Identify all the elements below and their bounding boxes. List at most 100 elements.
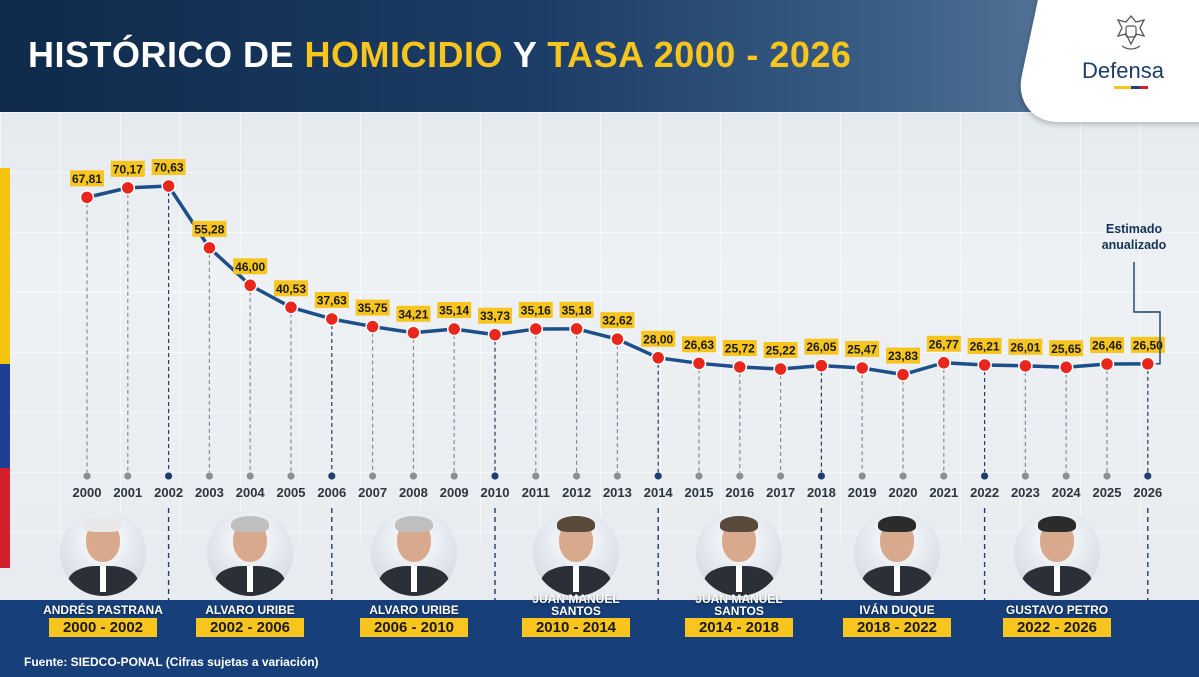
president-portrait [696, 510, 782, 596]
coat-of-arms-icon [1116, 14, 1146, 50]
data-point [365, 319, 380, 334]
president-term-tag: 2002 - 2006 [196, 618, 304, 637]
axis-dot [858, 472, 866, 480]
axis-dot [450, 472, 458, 480]
president-name: JUAN MANUEL SANTOS [506, 593, 646, 617]
axis-dot [777, 472, 785, 480]
background-grid [0, 112, 1199, 542]
data-label: 25,47 [847, 342, 877, 356]
data-label-bg [600, 312, 635, 329]
data-label: 26,05 [806, 340, 836, 354]
data-label-bg [1008, 338, 1043, 355]
data-label: 70,17 [113, 162, 143, 176]
x-tick-label: 2006 [317, 485, 346, 500]
president-portrait [533, 510, 619, 596]
data-point [487, 327, 503, 342]
x-tick-label: 2026 [1133, 485, 1162, 500]
x-tick-label: 2017 [766, 485, 795, 500]
president-term-tag: 2014 - 2018 [685, 618, 793, 637]
data-label-bg [518, 301, 553, 318]
data-label-bg [314, 291, 349, 308]
data-point [161, 178, 176, 194]
data-label-bg [478, 307, 512, 324]
annotation-text: Estimado [1106, 222, 1163, 236]
data-label: 35,14 [439, 304, 469, 318]
portrait-shirt [573, 566, 579, 592]
data-point [1058, 360, 1074, 375]
x-tick-label: 2021 [929, 485, 958, 500]
data-point [242, 278, 258, 293]
axis-dot [573, 472, 581, 480]
data-point [895, 367, 911, 382]
axis-dot [1103, 472, 1111, 480]
data-label: 35,16 [521, 303, 551, 317]
x-tick-label: 2022 [970, 485, 999, 500]
portrait-hair [557, 516, 595, 532]
colombia-flag-bar [1114, 86, 1148, 89]
data-label-bg [845, 340, 880, 357]
president-name-line: ALVARO URIBE [205, 603, 295, 617]
portrait-shirt [736, 566, 742, 592]
title-highlight-tasa: TASA 2000 - 2026 [547, 34, 852, 75]
data-point [528, 321, 544, 337]
portrait-hair [231, 516, 269, 532]
president-portrait [1014, 510, 1100, 596]
portrait-shirt [1054, 566, 1060, 592]
axis-dot [165, 472, 173, 480]
president-name: GUSTAVO PETRO [987, 604, 1127, 616]
axis-dot [532, 472, 540, 480]
data-label: 33,73 [480, 309, 510, 323]
president-portrait [854, 510, 940, 596]
axis-dot [83, 472, 91, 480]
data-point [202, 240, 217, 256]
data-point [977, 357, 992, 373]
axis-dot [695, 472, 703, 480]
data-point [773, 361, 788, 377]
data-label: 23,83 [888, 349, 918, 363]
portrait-hair [84, 516, 122, 532]
data-label-bg [1130, 336, 1165, 353]
data-point [814, 358, 829, 373]
axis-dot [246, 472, 254, 480]
president-term-tag: 2022 - 2026 [1003, 618, 1111, 637]
axis-dot [613, 472, 622, 480]
president-name: ALVARO URIBE [180, 604, 320, 616]
data-label: 25,22 [766, 344, 796, 358]
data-point [650, 350, 666, 366]
axis-dot [1021, 472, 1029, 480]
data-point [283, 300, 299, 315]
president-term-tag: 2000 - 2002 [49, 618, 157, 637]
flag-stripe-blue [0, 364, 10, 468]
portrait-hair [878, 516, 916, 532]
president-name: ALVARO URIBE [344, 604, 484, 616]
x-tick-label: 2013 [603, 485, 632, 500]
axis-dot [205, 472, 213, 480]
flag-stripe-yellow [0, 168, 10, 364]
president-name: ANDRÉS PASTRANA [33, 604, 173, 616]
x-tick-label: 2012 [562, 485, 591, 500]
data-label-bg [682, 336, 716, 353]
portrait-hair [395, 516, 433, 532]
data-point [79, 190, 95, 205]
x-tick-label: 2003 [195, 485, 224, 500]
data-label: 40,53 [276, 282, 306, 296]
president-portrait [207, 510, 293, 596]
x-tick-label: 2020 [889, 485, 918, 500]
x-tick-label: 2005 [277, 485, 306, 500]
x-tick-label: 2010 [481, 485, 510, 500]
page-title: HISTÓRICO DE HOMICIDIO Y TASA 2000 - 202… [28, 34, 851, 76]
data-point [120, 180, 136, 196]
axis-dot [287, 472, 295, 480]
data-point [446, 321, 462, 337]
portrait-shirt [247, 566, 253, 592]
data-label-bg [70, 170, 104, 187]
x-tick-label: 2009 [440, 485, 469, 500]
president-name-line: IVÁN DUQUE [859, 603, 935, 617]
data-point [569, 321, 584, 337]
portrait-shirt [894, 566, 900, 592]
axis-dot [899, 472, 907, 480]
data-label-bg [110, 160, 145, 177]
data-label-bg [722, 339, 757, 356]
